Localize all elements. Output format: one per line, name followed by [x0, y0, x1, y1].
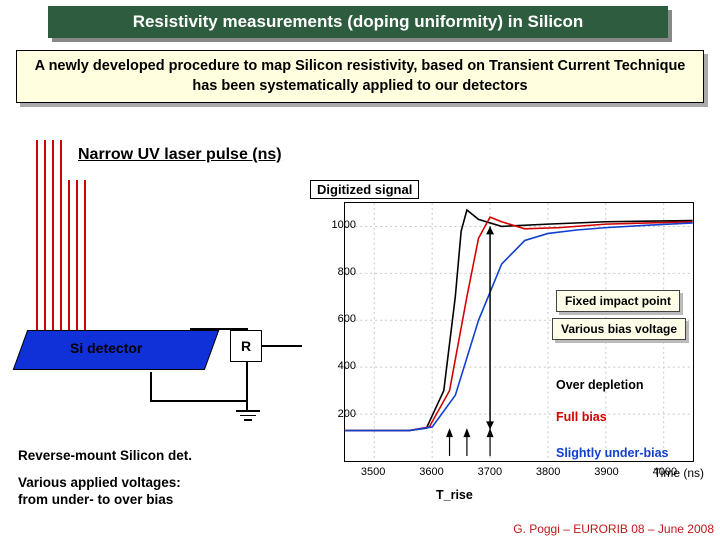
x-tick: 3600 — [419, 466, 443, 478]
x-axis-label: Time (ns) — [654, 466, 704, 480]
wire-bottom — [150, 400, 248, 402]
ground-symbol — [236, 410, 260, 421]
caption2-line2: from under- to over bias — [18, 492, 173, 507]
wire-det-down — [150, 372, 152, 400]
fixed-impact-box: Fixed impact point — [556, 290, 680, 312]
under-bias-label: Slightly under-bias — [556, 446, 669, 460]
resistor-box: R — [230, 330, 262, 362]
wire-r-down — [246, 362, 248, 410]
full-bias-label: Full bias — [556, 410, 607, 424]
footer-credit: G. Poggi – EURORIB 08 – June 2008 — [513, 522, 714, 536]
t-rise-label: T_rise — [436, 488, 473, 502]
wire-out — [262, 345, 302, 347]
y-tick: 600 — [322, 313, 356, 325]
reverse-mount-caption: Reverse-mount Silicon det. — [18, 448, 192, 463]
various-bias-box: Various bias voltage — [552, 318, 686, 340]
x-tick: 3500 — [361, 466, 385, 478]
y-tick: 1000 — [322, 219, 356, 231]
applied-voltages-caption: Various applied voltages: from under- to… — [18, 475, 181, 509]
over-depletion-label: Over depletion — [556, 378, 644, 392]
x-tick: 3700 — [478, 466, 502, 478]
caption2-line1: Various applied voltages: — [18, 475, 181, 490]
chart-title: Digitized signal — [310, 180, 419, 199]
y-tick: 200 — [322, 408, 356, 420]
wire-top — [190, 328, 246, 330]
y-tick: 800 — [322, 266, 356, 278]
title-bar: Resistivity measurements (doping uniform… — [48, 6, 668, 38]
silicon-detector-label: Si detector — [70, 340, 142, 356]
y-tick: 400 — [322, 360, 356, 372]
x-tick: 3900 — [594, 466, 618, 478]
wire-top-v — [246, 328, 248, 331]
x-tick: 3800 — [536, 466, 560, 478]
laser-arrows — [32, 140, 112, 355]
subtitle-box: A newly developed procedure to map Silic… — [16, 50, 704, 103]
